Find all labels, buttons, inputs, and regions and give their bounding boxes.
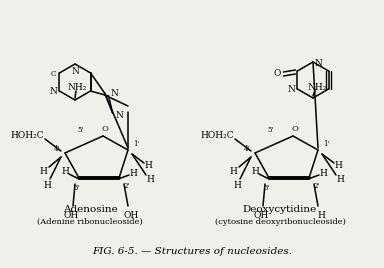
Text: H: H bbox=[146, 176, 154, 184]
Text: (cytosine deoxyribonucleoside): (cytosine deoxyribonucleoside) bbox=[215, 218, 346, 226]
Text: 5': 5' bbox=[78, 126, 84, 134]
Text: Adenosine: Adenosine bbox=[63, 206, 118, 214]
Text: HOH₂C: HOH₂C bbox=[10, 131, 44, 140]
Text: N: N bbox=[314, 59, 322, 69]
Text: N: N bbox=[111, 90, 119, 99]
Text: N: N bbox=[50, 87, 57, 96]
Text: FIG. 6-5. — Structures of nucleosides.: FIG. 6-5. — Structures of nucleosides. bbox=[92, 248, 292, 256]
Text: (Adenine ribonucleoside): (Adenine ribonucleoside) bbox=[37, 218, 143, 226]
Text: N: N bbox=[116, 110, 124, 120]
Text: H: H bbox=[251, 168, 259, 177]
Text: H: H bbox=[61, 168, 69, 177]
Text: Deoxycytidine: Deoxycytidine bbox=[243, 206, 317, 214]
Text: HOH₂C: HOH₂C bbox=[200, 131, 234, 140]
Text: 2': 2' bbox=[314, 182, 320, 190]
Text: 4': 4' bbox=[54, 145, 60, 153]
Text: O: O bbox=[274, 69, 281, 77]
Text: O: O bbox=[101, 125, 108, 133]
Text: H: H bbox=[144, 162, 152, 170]
Text: H: H bbox=[334, 162, 342, 170]
Text: H: H bbox=[233, 181, 241, 189]
Text: H: H bbox=[317, 211, 325, 221]
Text: H: H bbox=[229, 166, 237, 176]
Text: O: O bbox=[291, 125, 298, 133]
Text: NH₂: NH₂ bbox=[307, 83, 327, 91]
Text: 4': 4' bbox=[244, 145, 250, 153]
Text: H: H bbox=[43, 181, 51, 189]
Text: H: H bbox=[39, 166, 47, 176]
Text: C: C bbox=[51, 70, 56, 78]
Text: H: H bbox=[336, 176, 344, 184]
Text: 2': 2' bbox=[124, 182, 130, 190]
Text: 1': 1' bbox=[133, 140, 139, 148]
Text: NH₂: NH₂ bbox=[67, 84, 87, 92]
Text: 5': 5' bbox=[268, 126, 274, 134]
Text: 3': 3' bbox=[74, 184, 80, 192]
Text: 1': 1' bbox=[323, 140, 329, 148]
Text: H: H bbox=[319, 169, 327, 178]
Text: N: N bbox=[71, 66, 79, 76]
Text: 3': 3' bbox=[264, 184, 270, 192]
Text: H: H bbox=[129, 169, 137, 178]
Text: OH: OH bbox=[253, 211, 269, 221]
Text: OH: OH bbox=[63, 211, 79, 221]
Text: OH: OH bbox=[123, 211, 139, 221]
Text: N: N bbox=[288, 84, 295, 94]
